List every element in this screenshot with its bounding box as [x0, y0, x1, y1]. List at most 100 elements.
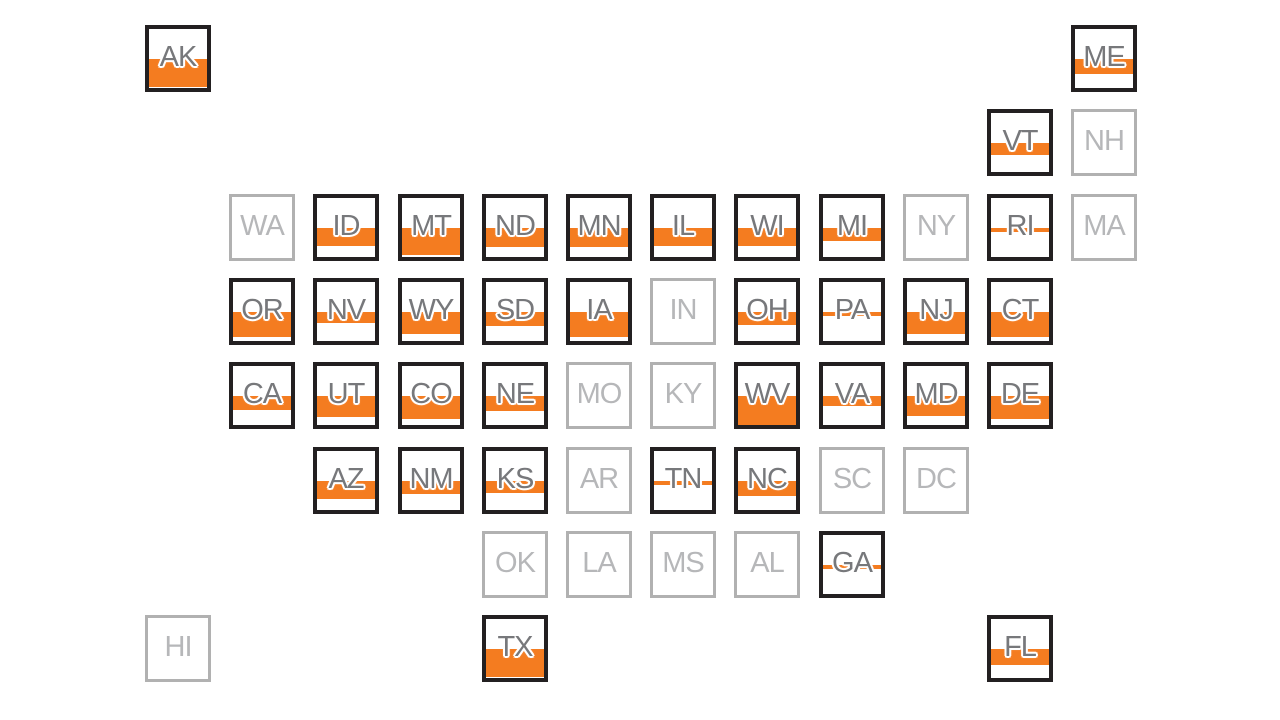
state-label: IL	[671, 210, 695, 242]
state-tile-CA[interactable]: CA	[229, 362, 295, 429]
state-tile-IN[interactable]: IN	[650, 278, 716, 345]
state-label: NH	[1084, 125, 1125, 157]
state-label: IA	[586, 294, 612, 326]
state-value-bar	[991, 311, 1049, 337]
state-label: FL	[1004, 631, 1037, 663]
state-tile-WV[interactable]: WV	[734, 362, 800, 429]
state-tile-ID[interactable]: ID	[313, 194, 379, 261]
state-value-bar	[738, 480, 796, 497]
state-tile-OH[interactable]: OH	[734, 278, 800, 345]
state-value-bar	[317, 395, 375, 418]
state-tile-PA[interactable]: PA	[819, 278, 885, 345]
state-label: GA	[832, 547, 873, 579]
state-tile-CT[interactable]: CT	[987, 278, 1053, 345]
state-label: AR	[579, 463, 619, 495]
state-tile-WI[interactable]: WI	[734, 194, 800, 261]
state-tile-MT[interactable]: MT	[398, 194, 464, 261]
state-label: CA	[242, 378, 282, 410]
state-tile-CO[interactable]: CO	[398, 362, 464, 429]
state-tile-OR[interactable]: OR	[229, 278, 295, 345]
state-tile-MD[interactable]: MD	[903, 362, 969, 429]
state-tile-HI[interactable]: HI	[145, 615, 211, 682]
state-tile-DC[interactable]: DC	[903, 447, 969, 514]
state-label: ID	[332, 210, 361, 242]
state-value-bar	[823, 227, 881, 242]
state-tile-IA[interactable]: IA	[566, 278, 632, 345]
state-label: MT	[411, 210, 452, 242]
state-label: KY	[664, 378, 703, 410]
state-label: MO	[576, 378, 623, 410]
state-value-bar	[654, 480, 712, 486]
state-tile-AK[interactable]: AK	[145, 25, 211, 92]
state-tile-MS[interactable]: MS	[650, 531, 716, 598]
state-tile-FL[interactable]: FL	[987, 615, 1053, 682]
state-value-bar	[317, 480, 375, 499]
state-tile-DE[interactable]: DE	[987, 362, 1053, 429]
state-tile-WA[interactable]: WA	[229, 194, 295, 261]
state-tile-SD[interactable]: SD	[482, 278, 548, 345]
state-tile-KS[interactable]: KS	[482, 447, 548, 514]
state-label: NV	[326, 294, 366, 326]
state-tile-MI[interactable]: MI	[819, 194, 885, 261]
state-value-bar	[570, 311, 628, 337]
state-value-bar	[402, 311, 460, 334]
state-label: TX	[497, 631, 533, 663]
state-tile-MN[interactable]: MN	[566, 194, 632, 261]
state-tile-WY[interactable]: WY	[398, 278, 464, 345]
state-label: AL	[750, 547, 784, 579]
state-label: NM	[409, 463, 453, 495]
state-label: OK	[495, 547, 536, 579]
state-label: MS	[662, 547, 704, 579]
state-tile-MA[interactable]: MA	[1071, 194, 1137, 261]
state-tile-KY[interactable]: KY	[650, 362, 716, 429]
state-value-bar	[907, 395, 965, 416]
state-value-bar	[402, 480, 460, 495]
state-value-bar	[570, 227, 628, 247]
state-label: ND	[495, 210, 536, 242]
state-label: OH	[746, 294, 788, 326]
state-value-bar	[738, 311, 796, 326]
state-tile-NM[interactable]: NM	[398, 447, 464, 514]
state-label: IN	[669, 294, 698, 326]
state-tile-LA[interactable]: LA	[566, 531, 632, 598]
state-tile-AL[interactable]: AL	[734, 531, 800, 598]
state-label: TN	[664, 463, 703, 495]
state-label: OR	[241, 294, 283, 326]
state-value-bar	[991, 395, 1049, 420]
state-tile-NV[interactable]: NV	[313, 278, 379, 345]
state-label: VT	[1002, 125, 1038, 157]
state-label: MN	[577, 210, 621, 242]
state-value-bar	[402, 227, 460, 256]
state-tile-TN[interactable]: TN	[650, 447, 716, 514]
state-label: SC	[832, 463, 872, 495]
state-value-bar	[486, 395, 544, 411]
state-label: DC	[916, 463, 957, 495]
state-tile-UT[interactable]: UT	[313, 362, 379, 429]
state-tile-OK[interactable]: OK	[482, 531, 548, 598]
state-tile-SC[interactable]: SC	[819, 447, 885, 514]
state-tile-GA[interactable]: GA	[819, 531, 885, 598]
state-tile-MO[interactable]: MO	[566, 362, 632, 429]
state-tile-ME[interactable]: ME	[1071, 25, 1137, 92]
state-label: LA	[582, 547, 616, 579]
state-tile-IL[interactable]: IL	[650, 194, 716, 261]
state-tile-TX[interactable]: TX	[482, 615, 548, 682]
state-value-bar	[738, 227, 796, 247]
state-tile-VT[interactable]: VT	[987, 109, 1053, 176]
state-tile-ND[interactable]: ND	[482, 194, 548, 261]
state-value-bar	[654, 227, 712, 246]
state-tile-NC[interactable]: NC	[734, 447, 800, 514]
state-tile-NH[interactable]: NH	[1071, 109, 1137, 176]
state-tile-NY[interactable]: NY	[903, 194, 969, 261]
state-tile-AZ[interactable]: AZ	[313, 447, 379, 514]
state-value-bar	[991, 648, 1049, 666]
state-tile-VA[interactable]: VA	[819, 362, 885, 429]
state-tile-NJ[interactable]: NJ	[903, 278, 969, 345]
state-tile-RI[interactable]: RI	[987, 194, 1053, 261]
state-tile-AR[interactable]: AR	[566, 447, 632, 514]
state-label: CO	[410, 378, 452, 410]
state-tile-NE[interactable]: NE	[482, 362, 548, 429]
state-value-bar	[317, 311, 375, 323]
state-label: RI	[1006, 210, 1035, 242]
